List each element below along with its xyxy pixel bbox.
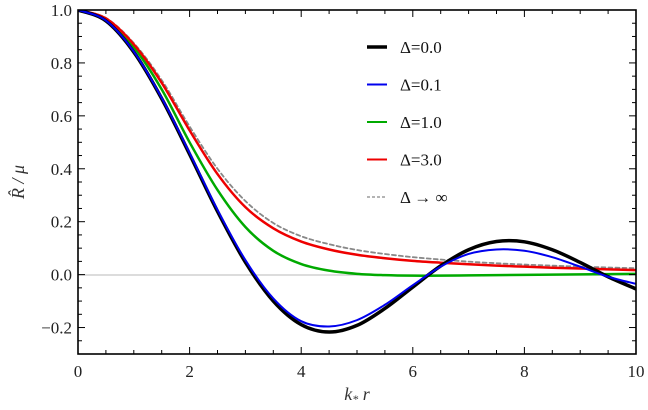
x-tick-label: 8 <box>520 362 529 381</box>
y-tick-label: −0.2 <box>41 319 72 338</box>
y-tick-label: 0.4 <box>51 160 73 179</box>
legend-item: Δ=1.0 <box>367 113 442 132</box>
series-line-2 <box>78 10 636 277</box>
legend-item: Δ=3.0 <box>367 151 442 170</box>
y-tick-label: 0.6 <box>51 107 72 126</box>
legend-item: Δ → ∞ <box>367 188 448 207</box>
x-tick-label: 4 <box>297 362 306 381</box>
axis-tick-labels: 0 2 4 6 8 10 −0.2 0.0 0.2 0.4 0.6 0.8 1.0 <box>41 1 644 381</box>
x-tick-label: 0 <box>74 362 83 381</box>
series-line-3 <box>78 10 636 272</box>
series-line-0 <box>78 10 636 334</box>
legend-label: Δ=0.0 <box>400 38 442 57</box>
legend: Δ=0.0 Δ=0.1 Δ=1.0 Δ=3.0 Δ → ∞ <box>367 38 448 207</box>
y-axis-label: R̂ / μ <box>8 165 28 200</box>
x-tick-label: 10 <box>628 362 645 381</box>
y-tick-label: 0.8 <box>51 54 72 73</box>
legend-label: Δ → ∞ <box>400 188 448 207</box>
series-line-4 <box>78 10 636 270</box>
series-line-1 <box>78 10 636 328</box>
legend-item: Δ=0.1 <box>367 76 442 95</box>
legend-label: Δ=3.0 <box>400 151 442 170</box>
y-tick-label: 1.0 <box>51 1 72 20</box>
legend-item: Δ=0.0 <box>367 38 442 57</box>
axis-ticks <box>77 9 637 355</box>
legend-label: Δ=1.0 <box>400 113 442 132</box>
plot-frame <box>77 9 637 355</box>
y-tick-label: 0.2 <box>51 213 72 232</box>
x-tick-label: 2 <box>185 362 194 381</box>
x-axis-label: k* r <box>344 384 371 406</box>
x-tick-label: 6 <box>409 362 418 381</box>
y-tick-label: 0.0 <box>51 266 72 285</box>
series-layer <box>78 10 636 334</box>
legend-label: Δ=0.1 <box>400 76 442 95</box>
